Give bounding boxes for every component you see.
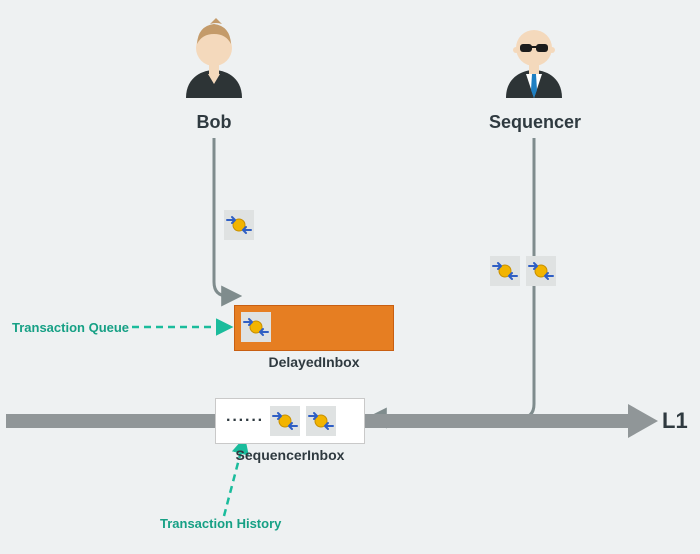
timeline-label: L1 [662,408,688,434]
tx-icon [241,312,271,342]
transaction-history-label: Transaction History [160,516,281,531]
tx-icon [270,406,300,436]
transaction-queue-label: Transaction Queue [12,320,129,335]
timeline-l1 [0,0,700,554]
sequencer-inbox-label: SequencerInbox [215,447,365,463]
sequencer-inbox-box: ······ [215,398,365,444]
ellipsis-icon: ······ [226,412,264,430]
tx-icon [306,406,336,436]
delayed-inbox-box [234,305,394,351]
tx-icon [526,256,556,291]
tx-icon [224,210,254,245]
tx-icon [490,256,520,291]
delayed-inbox-label: DelayedInbox [234,354,394,370]
